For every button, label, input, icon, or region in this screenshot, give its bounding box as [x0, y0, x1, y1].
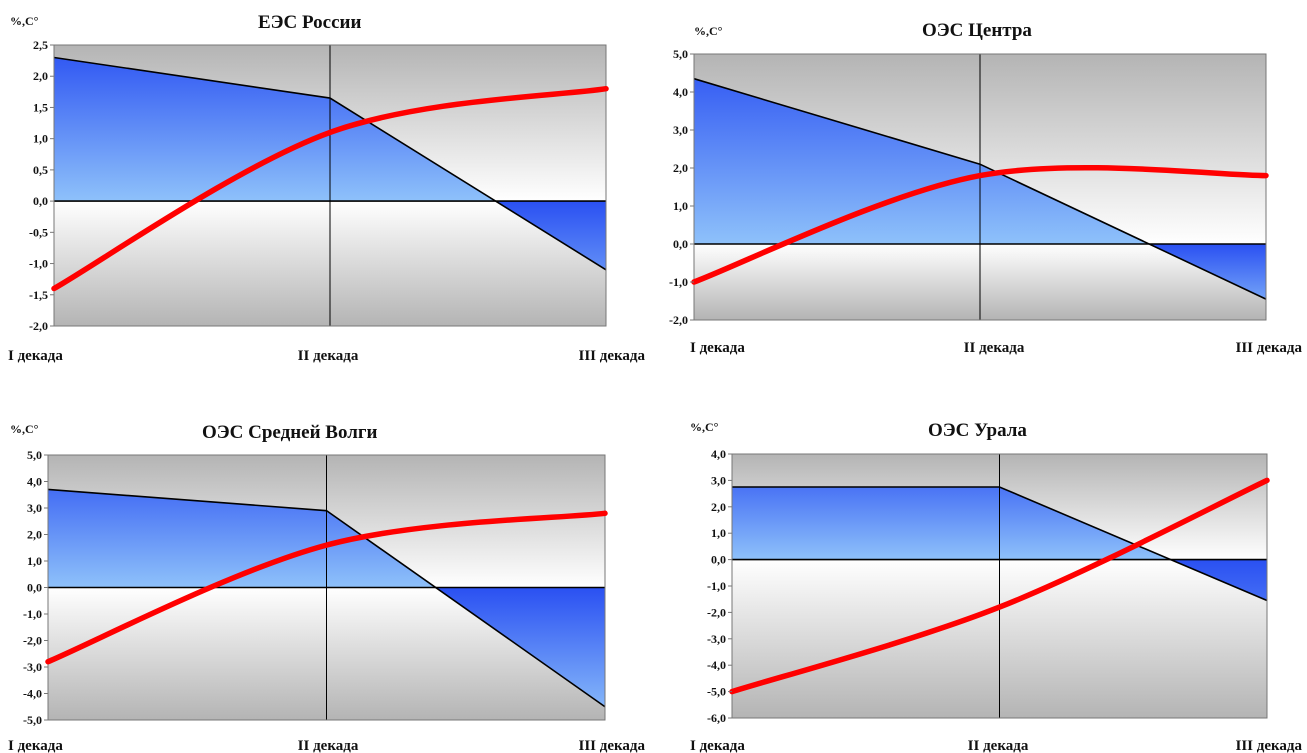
y-unit-label: %,С°: [690, 420, 719, 434]
chart-ees-russia: %,С° ЕЭС России 2,5 2,0 1,5 1,0 0,5 0,0 -0,5 -1…: [0, 0, 650, 380]
line-series: [51, 85, 609, 292]
y-tick-label: -1,0: [29, 257, 48, 271]
y-tick-label: 1,0: [33, 132, 48, 146]
x-tick-label: II декада: [298, 738, 359, 753]
x-tick-label: II декада: [968, 738, 1029, 753]
y-tick-label: 1,5: [33, 100, 48, 114]
area-fill-negative: [694, 244, 1266, 300]
y-tick-label: -5,0: [23, 713, 42, 727]
y-tick-label: -1,0: [669, 275, 688, 289]
x-tick-label: II декада: [964, 340, 1025, 356]
y-unit-label: %,С°: [694, 24, 723, 38]
y-tick-label: -6,0: [707, 711, 726, 725]
y-tick-label: 4,0: [673, 85, 688, 99]
x-tick-label: I декада: [8, 738, 63, 753]
y-tick-label: -2,0: [23, 634, 42, 648]
chart-plot: 2,5 2,0 1,5 1,0 0,5 0,0 -0,5 -1,0 -1,5 -2,0 I дека…: [8, 38, 645, 364]
y-tick-label: 2,5: [33, 38, 48, 52]
y-tick-label: -2,0: [29, 319, 48, 333]
chart-title: ЕЭС России: [258, 12, 362, 33]
chart-plot: 5,0 4,0 3,0 2,0 1,0 0,0 -1,0 -2,0I декада II дек…: [669, 47, 1302, 356]
x-tick-label: I декада: [690, 738, 745, 753]
chart-oes-srednei-volgi: %,С° ОЭС Средней Волги 5,0 4,0 3,0 2,0 1,0 0,…: [0, 380, 650, 753]
y-tick-label: -3,0: [707, 632, 726, 646]
chart-plot: 4,0 3,0 2,0 1,0 0,0 -1,0 -2,0 -3,0 -4,0 -5,0 -6,0 I…: [690, 447, 1302, 753]
y-tick-label: 0,5: [33, 163, 48, 177]
y-tick-label: 3,0: [711, 473, 726, 487]
y-tick-label: -4,0: [707, 658, 726, 672]
y-tick-label: -2,0: [707, 605, 726, 619]
y-tick-label: 5,0: [27, 448, 42, 462]
area-fill-negative: [48, 587, 605, 707]
chart-title: ОЭС Центра: [922, 20, 1032, 41]
y-tick-label: 3,0: [673, 123, 688, 137]
y-tick-label: 2,0: [27, 528, 42, 542]
y-tick-label: -2,0: [669, 313, 688, 327]
chart-oes-centra: %,С° ОЭС Центра 5,0 4,0 3,0 2,0 1,0 0,0 -1,0 -2…: [652, 0, 1307, 380]
x-tick-label: II декада: [298, 348, 359, 364]
y-tick-label: -1,0: [23, 607, 42, 621]
x-tick-label: III декада: [1235, 340, 1302, 356]
y-unit-label: %,С°: [10, 422, 39, 436]
y-tick-label: 2,0: [711, 500, 726, 514]
line-series: [691, 164, 1269, 285]
y-tick-label: 2,0: [33, 69, 48, 83]
y-tick-label: 1,0: [711, 526, 726, 540]
y-tick-label: 4,0: [711, 447, 726, 461]
y-tick-label: -4,0: [23, 687, 42, 701]
y-tick-label: 0,0: [673, 237, 688, 251]
y-tick-label: 5,0: [673, 47, 688, 61]
y-tick-label: 0,0: [27, 581, 42, 595]
y-tick-label: 0,0: [711, 553, 726, 567]
plot-frame: [53, 44, 607, 327]
plot-frame: [693, 53, 1267, 321]
y-tick-label: -3,0: [23, 660, 42, 674]
chart-title: ОЭС Урала: [928, 420, 1027, 441]
y-tick-label: -1,0: [707, 579, 726, 593]
y-tick-label: 1,0: [27, 554, 42, 568]
y-tick-label: -5,0: [707, 685, 726, 699]
y-unit-label: %,С°: [10, 14, 39, 28]
x-tick-label: III декада: [578, 348, 645, 364]
chart-oes-urala: %,С° ОЭС Урала 4,0 3,0 2,0 1,0 0,0 -1,0 -2,0 -3…: [652, 380, 1307, 753]
chart-title: ОЭС Средней Волги: [202, 422, 378, 443]
y-tick-label: 1,0: [673, 199, 688, 213]
line-series: [45, 510, 608, 665]
y-tick-label: 3,0: [27, 501, 42, 515]
y-tick-label: 2,0: [673, 161, 688, 175]
chart-plot: 5,0 4,0 3,0 2,0 1,0 0,0 -1,0 -2,0 -3,0 -4,0 -5,0 I …: [8, 448, 645, 753]
x-tick-label: I декада: [690, 340, 745, 356]
x-tick-label: III декада: [578, 738, 645, 753]
y-tick-label: 0,0: [33, 194, 48, 208]
x-tick-label: I декада: [8, 348, 63, 364]
area-fill-positive: [732, 487, 1171, 560]
y-tick-label: 4,0: [27, 475, 42, 489]
x-tick-label: III декада: [1235, 738, 1302, 753]
area-fill-positive: [694, 78, 1266, 244]
y-tick-label: -1,5: [29, 288, 48, 302]
line-series: [729, 477, 1270, 695]
y-tick-label: -0,5: [29, 225, 48, 239]
